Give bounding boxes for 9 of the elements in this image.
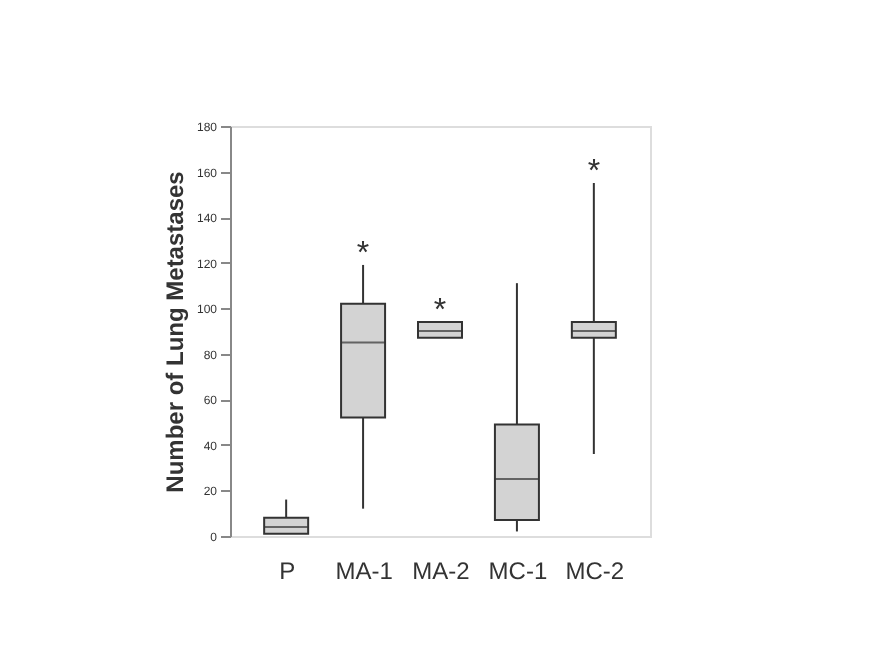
y-axis-title: Number of Lung Metastases: [160, 170, 189, 493]
x-tick-label: P: [279, 557, 296, 585]
x-tick-label: MC-1: [488, 557, 548, 585]
annotation: *: [433, 293, 447, 328]
annotation: *: [356, 236, 370, 271]
x-tick-label: MC-2: [565, 557, 625, 585]
x-tick-label: MA-2: [412, 557, 471, 585]
x-tick-label: MA-1: [335, 557, 394, 585]
annotation: *: [587, 154, 601, 189]
